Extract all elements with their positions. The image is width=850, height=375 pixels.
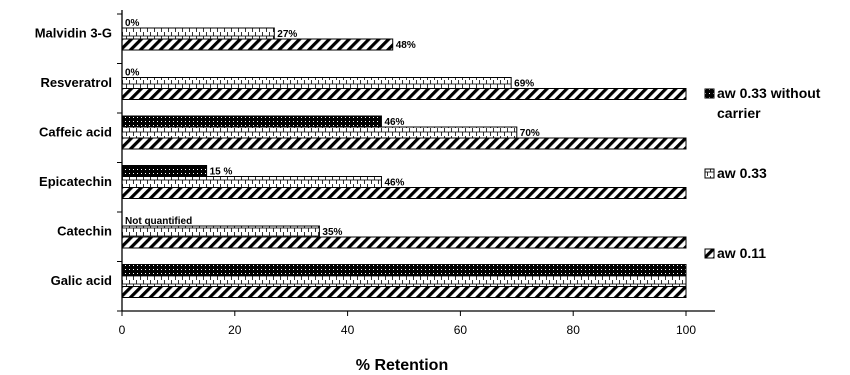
bar-diagonal-hatch — [121, 286, 687, 298]
legend-label: aw 0.11 — [717, 245, 766, 261]
data-label: 70% — [520, 128, 540, 139]
legend-label: aw 0.33 — [717, 165, 767, 181]
legend-swatch-bricks — [704, 168, 715, 179]
data-label: 0% — [125, 18, 140, 29]
x-axis-title: % Retention — [356, 357, 448, 374]
category-label: Resveratrol — [40, 75, 112, 90]
x-tick-label: 0 — [119, 323, 126, 337]
category-label: Malvidin 3-G — [35, 26, 112, 41]
bar-bricks — [121, 176, 382, 188]
bar-bricks — [121, 225, 320, 238]
data-label: 48% — [396, 40, 416, 51]
legend-label: aw 0.33 without carrier — [717, 85, 821, 121]
category-label: Epicatechin — [39, 174, 112, 189]
bar-diagonal-hatch — [121, 236, 687, 249]
data-label: 27% — [277, 29, 297, 40]
bar-bricks — [121, 27, 275, 40]
bar-diagonal-hatch — [121, 187, 687, 199]
x-tick-label: 20 — [228, 323, 242, 337]
bar-bricks — [121, 77, 512, 89]
bar-bricks — [121, 275, 687, 287]
x-tick-label: 100 — [676, 323, 696, 337]
x-tick-label: 40 — [341, 323, 355, 337]
legend-swatch-dots — [704, 88, 715, 99]
bar-dots — [121, 115, 382, 128]
data-label: Not quantified — [125, 216, 192, 227]
plot-area: Malvidin 3-G 0% 27% 48% Resveratrol 0% 69% Caff… — [35, 10, 715, 337]
bar-diagonal-hatch — [121, 38, 394, 51]
data-label: 69% — [514, 79, 534, 90]
bar-diagonal-hatch — [121, 88, 687, 100]
data-label: 35% — [322, 227, 342, 238]
category-label: Galic acid — [51, 273, 112, 288]
legend-swatch-diagonal-hatch — [704, 248, 715, 259]
data-label: 46% — [384, 117, 404, 128]
bar-dots — [121, 165, 208, 177]
bar-bricks — [121, 126, 518, 139]
data-label: 0% — [125, 68, 140, 79]
category-label: Catechin — [57, 224, 112, 239]
data-label: 15 % — [210, 167, 233, 178]
x-tick-label: 80 — [567, 323, 581, 337]
bar-dots — [121, 264, 687, 276]
x-tick-label: 60 — [454, 323, 468, 337]
legend: aw 0.33 without carrier aw 0.33 aw 0.11 — [704, 85, 821, 261]
bar-diagonal-hatch — [121, 137, 687, 150]
data-label: 46% — [384, 178, 404, 189]
category-label: Caffeic acid — [39, 125, 112, 140]
